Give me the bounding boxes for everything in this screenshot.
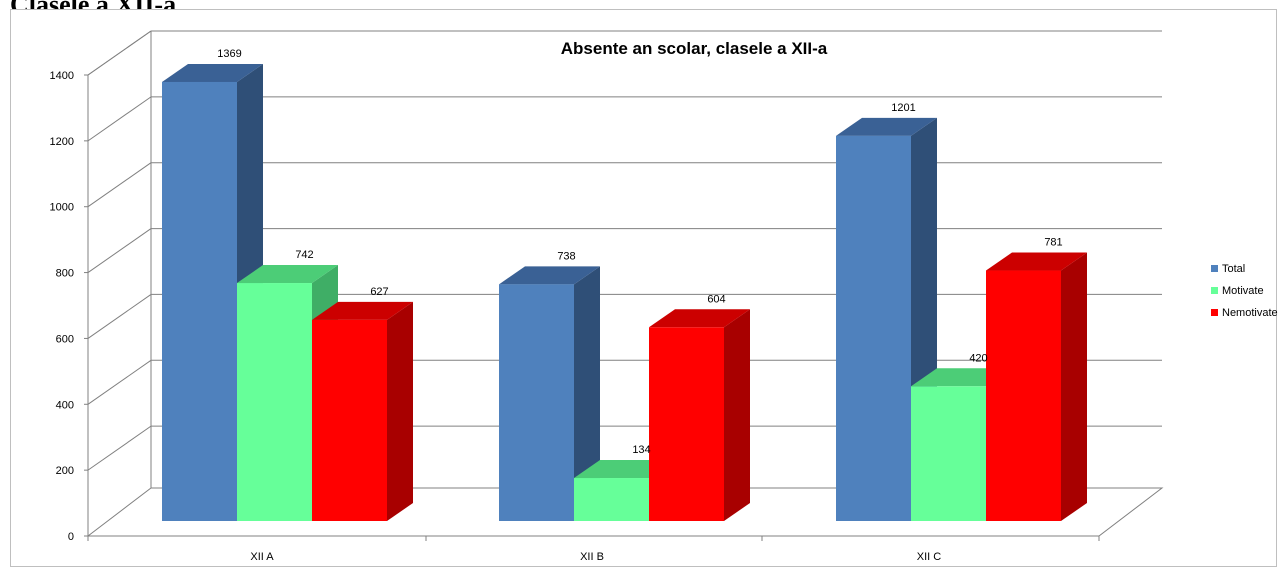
bar-side xyxy=(574,266,600,521)
y-tick-label: 800 xyxy=(56,268,74,280)
data-label: 420 xyxy=(969,352,987,364)
data-label: 781 xyxy=(1044,237,1062,249)
bar-nemotivate-xii-b xyxy=(649,309,750,521)
bar-nemotivate-xii-a xyxy=(312,301,413,521)
y-tick-label: 1000 xyxy=(50,202,74,214)
bar-front xyxy=(836,135,911,521)
bar-front xyxy=(499,284,574,521)
bar-side xyxy=(1061,252,1087,521)
x-tick-label: XII C xyxy=(917,551,942,563)
y-tick-label: 400 xyxy=(56,399,74,411)
gridline-diagonal xyxy=(87,228,152,273)
x-tick-label: XII B xyxy=(580,551,604,563)
bar-top xyxy=(499,266,600,285)
bar-nemotivate-xii-c xyxy=(986,252,1087,521)
y-tick-label: 1400 xyxy=(50,70,74,82)
x-tick-label: XII A xyxy=(250,551,274,563)
chart-title: Absente an scolar, clasele a XII-a xyxy=(561,39,828,58)
gridline-diagonal xyxy=(87,96,152,142)
gridline-diagonal xyxy=(87,425,152,471)
gridline-diagonal xyxy=(87,162,152,208)
y-tick-label: 200 xyxy=(56,465,74,477)
bar-top xyxy=(312,301,413,320)
gridline-diagonal xyxy=(87,30,152,76)
side-wall-edge xyxy=(87,30,152,536)
bar-side xyxy=(387,301,413,521)
data-label: 134 xyxy=(632,444,650,456)
data-label: 604 xyxy=(707,293,725,305)
y-tick-label: 1200 xyxy=(50,136,74,148)
data-label: 1201 xyxy=(891,102,915,114)
bar-front xyxy=(649,327,724,521)
gridline-diagonal xyxy=(87,359,152,405)
bar-top xyxy=(649,309,750,328)
chart-labels: 1369 738 1201 742 134 420 627 604 781 xyxy=(217,48,1062,456)
bar-top xyxy=(986,252,1087,271)
data-label: 1369 xyxy=(217,48,241,60)
legend-swatch xyxy=(1211,287,1218,294)
bar-top xyxy=(162,63,263,82)
bar-front xyxy=(237,283,312,521)
bar-total-xii-b xyxy=(499,266,600,521)
legend-entry: Motivate xyxy=(1222,285,1264,297)
legend-swatch xyxy=(1211,265,1218,272)
data-label: 742 xyxy=(295,249,313,261)
y-tick-label: 600 xyxy=(56,333,74,345)
bar-side xyxy=(724,309,750,521)
bar-front xyxy=(986,270,1061,521)
y-tick-label: 0 xyxy=(68,531,74,543)
bar-front xyxy=(911,386,986,521)
chart-legend: Total Motivate Nemotivate xyxy=(1211,263,1278,319)
legend-entry: Nemotivate xyxy=(1222,307,1278,319)
bar-front xyxy=(312,319,387,521)
gridline-diagonal xyxy=(87,294,152,339)
data-label: 738 xyxy=(557,250,575,262)
bar-top xyxy=(237,265,338,284)
data-label: 627 xyxy=(370,286,388,298)
bar-front xyxy=(574,478,649,521)
legend-entry: Total xyxy=(1222,263,1245,275)
bar-top xyxy=(836,117,937,136)
chart-bars xyxy=(162,63,1087,522)
legend-swatch xyxy=(1211,309,1218,316)
bar-front xyxy=(162,81,237,522)
